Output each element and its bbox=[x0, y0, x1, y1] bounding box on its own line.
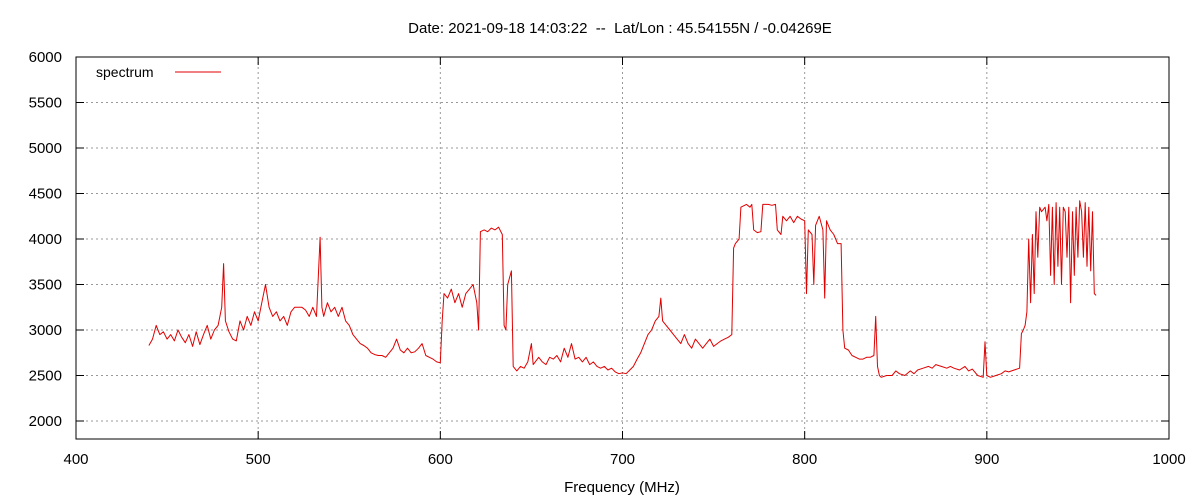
x-tick-label: 800 bbox=[792, 451, 817, 468]
legend: spectrum bbox=[96, 64, 221, 80]
x-axis-label: Frequency (MHz) bbox=[564, 479, 680, 496]
y-tick-label: 2000 bbox=[29, 413, 62, 430]
y-tick-label: 5500 bbox=[29, 95, 62, 112]
y-tick-label: 6000 bbox=[29, 49, 62, 66]
plot-frame bbox=[75, 56, 1170, 440]
x-tick-label: 1000 bbox=[1152, 451, 1185, 468]
x-tick-label: 600 bbox=[428, 451, 453, 468]
y-tick-label: 2500 bbox=[29, 368, 62, 385]
x-tick-label: 400 bbox=[63, 451, 88, 468]
grid-lines bbox=[76, 57, 1169, 439]
x-tick-label: 700 bbox=[610, 451, 635, 468]
chart-title: Date: 2021-09-18 14:03:22 -- Lat/Lon : 4… bbox=[408, 20, 832, 37]
x-tick-label: 900 bbox=[974, 451, 999, 468]
x-tick-label: 500 bbox=[246, 451, 271, 468]
series-line-spectrum bbox=[148, 200, 1097, 378]
y-tick-label: 4000 bbox=[29, 231, 62, 248]
y-tick-label: 3500 bbox=[29, 277, 62, 294]
y-tick-label: 5000 bbox=[29, 140, 62, 157]
axis-ticks: 2000 2500 3000 3500 4000 4500 5000 5500 6000 400 5… bbox=[29, 49, 1186, 468]
y-tick-label: 4500 bbox=[29, 186, 62, 203]
y-tick-label: 3000 bbox=[29, 322, 62, 339]
series-layer bbox=[148, 200, 1097, 378]
legend-entry-label: spectrum bbox=[96, 64, 154, 80]
